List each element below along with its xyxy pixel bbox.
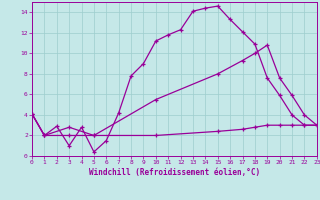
X-axis label: Windchill (Refroidissement éolien,°C): Windchill (Refroidissement éolien,°C) — [89, 168, 260, 177]
